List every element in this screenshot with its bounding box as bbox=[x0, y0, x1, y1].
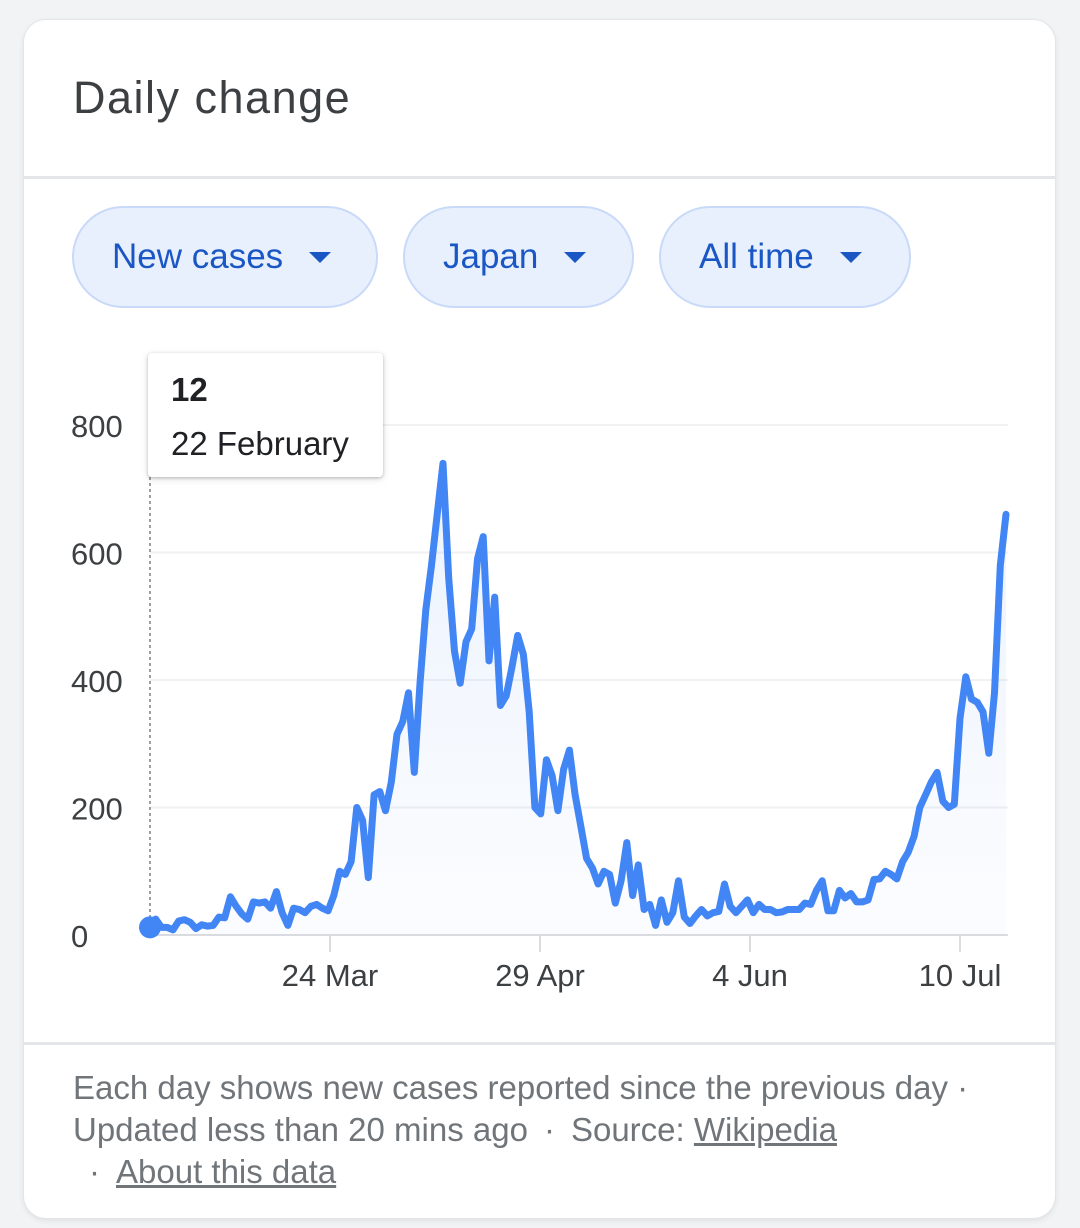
region-filter-chip[interactable]: Japan bbox=[403, 206, 634, 308]
source-label: Source: bbox=[570, 1111, 685, 1148]
footnote-description: Each day shows new cases reported since … bbox=[73, 1069, 969, 1148]
card-title: Daily change bbox=[73, 72, 352, 123]
x-tick-label: 24 Mar bbox=[282, 958, 378, 993]
series-area bbox=[150, 463, 1006, 935]
y-tick-label: 800 bbox=[71, 409, 123, 444]
dropdown-arrow-icon bbox=[309, 251, 332, 263]
y-tick-label: 600 bbox=[71, 537, 123, 572]
header-divider bbox=[24, 176, 1055, 179]
time-range-filter-chip[interactable]: All time bbox=[659, 206, 911, 308]
separator-dot: · bbox=[543, 1111, 555, 1148]
daily-change-card: Daily change New cases Japan All time 0 2… bbox=[24, 20, 1055, 1218]
chart-footnote: Each day shows new cases reported since … bbox=[73, 1067, 1023, 1193]
separator-dot: · bbox=[89, 1153, 100, 1190]
region-filter-label: Japan bbox=[443, 237, 539, 276]
x-tick-label: 10 Jul bbox=[919, 958, 1002, 993]
time-range-filter-label: All time bbox=[699, 237, 814, 276]
tooltip-value: 12 bbox=[171, 371, 208, 408]
x-tick-label: 4 Jun bbox=[712, 958, 788, 993]
dropdown-arrow-icon bbox=[839, 251, 862, 263]
hover-point bbox=[139, 916, 161, 939]
about-this-data-link[interactable]: About this data bbox=[116, 1153, 337, 1190]
dropdown-arrow-icon bbox=[564, 251, 587, 263]
metric-filter-label: New cases bbox=[112, 237, 284, 276]
source-link-wikipedia[interactable]: Wikipedia bbox=[693, 1111, 837, 1148]
series-line-new-cases bbox=[146, 459, 1010, 934]
cases-line-chart[interactable]: 0 200 400 600 800 24 Mar 29 Apr 4 Jun 10 Jul bbox=[24, 20, 1055, 1030]
y-tick-label: 400 bbox=[71, 664, 123, 699]
x-tick-label: 29 Apr bbox=[495, 958, 585, 993]
y-tick-label: 200 bbox=[71, 792, 123, 827]
y-tick-label: 0 bbox=[71, 919, 88, 954]
tooltip-date: 22 February bbox=[171, 425, 349, 462]
footer-divider bbox=[24, 1042, 1055, 1045]
chart-tooltip: 12 22 February bbox=[148, 353, 383, 477]
metric-filter-chip[interactable]: New cases bbox=[72, 206, 378, 308]
